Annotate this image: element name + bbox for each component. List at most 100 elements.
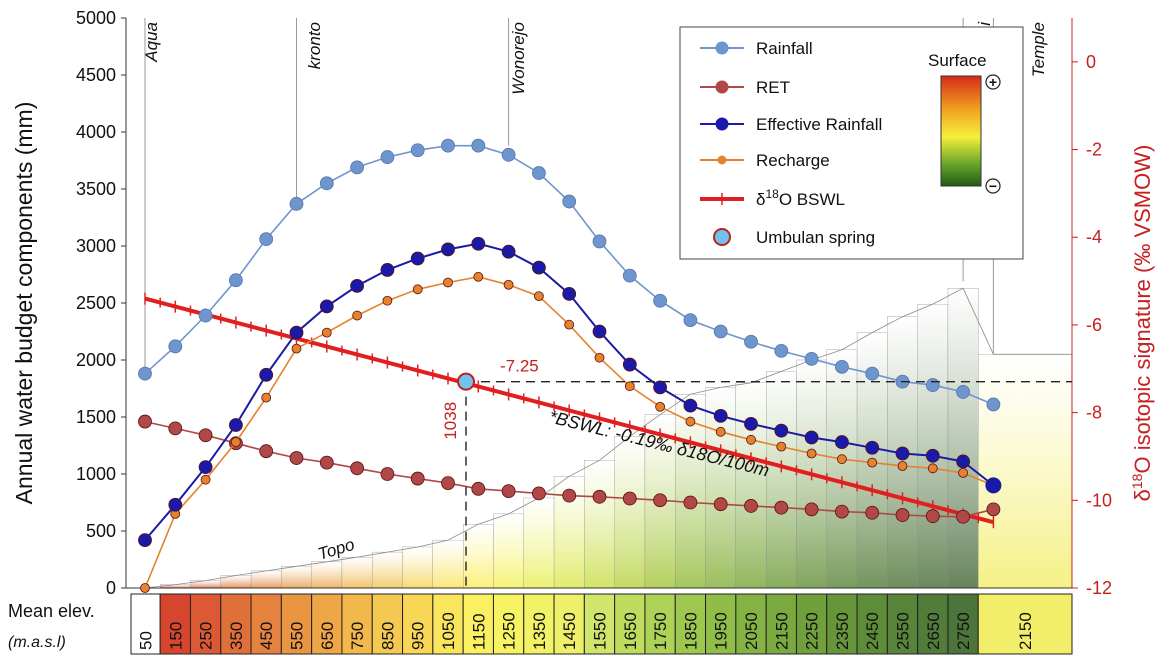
- right-axis-title: δ18O isotopic signature (‰ VSMOW): [1129, 145, 1155, 502]
- surface-legend-title: Surface: [928, 51, 987, 70]
- data-point: [412, 284, 423, 295]
- left-tick-label: 1500: [76, 407, 116, 427]
- elev-cell-label: 950: [409, 622, 428, 650]
- elevation-band: [311, 561, 343, 589]
- elev-cell-label: 150: [166, 622, 185, 650]
- data-point: [291, 343, 302, 354]
- data-point: [259, 367, 274, 382]
- data-point: [259, 232, 274, 247]
- data-point: [471, 481, 486, 496]
- data-point: [261, 392, 272, 403]
- legend-label: Effective Rainfall: [756, 115, 882, 134]
- data-point: [228, 418, 243, 432]
- data-point: [774, 500, 789, 515]
- data-point: [410, 471, 425, 486]
- data-point: [562, 488, 577, 503]
- data-point: [168, 421, 183, 436]
- data-point: [683, 313, 698, 328]
- elev-cell: [311, 593, 343, 655]
- elev-cell: [886, 593, 919, 655]
- data-point: [441, 476, 455, 491]
- elev-cell: [371, 593, 404, 655]
- data-point: [774, 423, 789, 438]
- series-layer: [138, 138, 1002, 593]
- data-point: [289, 451, 304, 465]
- surface-color-bar: [940, 75, 982, 187]
- data-point: [895, 446, 910, 461]
- elev-cell: [492, 593, 525, 655]
- elev-cell: [947, 593, 979, 655]
- data-point: [198, 460, 213, 475]
- minus-sign: −: [989, 178, 997, 194]
- data-point: [925, 448, 940, 463]
- elev-cell-label: 250: [197, 622, 216, 650]
- data-point: [259, 444, 274, 459]
- left-tick-label: 0: [106, 578, 116, 598]
- elev-cell: [614, 593, 646, 655]
- data-point: [532, 486, 546, 501]
- legend-swatch-marker: [715, 117, 729, 131]
- data-point: [746, 434, 756, 445]
- data-point: [622, 357, 637, 372]
- elevation-band: [947, 288, 979, 589]
- left-tick-label: 2000: [76, 350, 116, 370]
- elev-cell: [159, 593, 191, 655]
- data-point: [622, 491, 637, 506]
- elev-cell: [583, 593, 616, 655]
- data-point: [927, 463, 938, 474]
- left-tick-label: 4500: [76, 65, 116, 85]
- data-point: [835, 504, 849, 519]
- data-point: [683, 398, 698, 413]
- data-point: [744, 499, 758, 513]
- elevation-band: [584, 460, 615, 589]
- data-point: [534, 291, 544, 302]
- elevation-band: [341, 557, 373, 589]
- elev-cell-label: 750: [348, 622, 367, 650]
- data-point: [289, 196, 304, 211]
- elev-cell: [977, 593, 1073, 655]
- elev-cell-label: 1050: [439, 612, 458, 650]
- data-point: [986, 397, 1001, 412]
- data-point: [865, 440, 880, 455]
- elev-cell-label: 1550: [591, 612, 610, 650]
- legend: Rainfall RET Effective Rainfall Recharge δ18…: [679, 26, 1024, 260]
- data-point: [744, 334, 758, 349]
- data-point: [473, 271, 484, 282]
- elev-cell-label: 550: [288, 622, 307, 650]
- data-point: [289, 325, 304, 340]
- data-point: [168, 339, 183, 354]
- data-point: [471, 236, 486, 251]
- legend-swatch-marker: [715, 80, 729, 94]
- data-point: [594, 352, 605, 363]
- elev-cell: [250, 593, 282, 655]
- data-point: [653, 493, 667, 508]
- data-point: [715, 426, 726, 437]
- legend-swatch-marker: [717, 155, 727, 165]
- data-point: [138, 366, 152, 381]
- data-point: [744, 416, 758, 431]
- left-tick-label: 500: [86, 521, 116, 541]
- data-point: [532, 260, 546, 275]
- data-point: [956, 385, 970, 399]
- data-point: [562, 286, 577, 301]
- elev-cell: [705, 593, 737, 655]
- elevation-band: [493, 513, 524, 589]
- elevation-band: [826, 349, 858, 589]
- legend-swatch-marker: [715, 41, 729, 55]
- data-point: [321, 327, 332, 338]
- data-point: [198, 428, 213, 443]
- elev-cell-label: 2650: [924, 612, 943, 650]
- data-point: [624, 381, 635, 392]
- data-point: [835, 359, 849, 374]
- elev-cell: [402, 593, 434, 655]
- data-point: [441, 138, 455, 153]
- legend-swatch-marker: [713, 228, 731, 246]
- plus-icon: [985, 74, 1001, 90]
- data-point: [835, 435, 849, 449]
- data-point: [350, 461, 365, 476]
- location-label: Temple: [1029, 22, 1048, 77]
- elevation-row: Mean elev. (m.a.s.l) 50 150 250 350 450 550 650 7…: [8, 593, 1073, 655]
- data-point: [774, 343, 789, 358]
- elevation-bands: [159, 288, 1073, 589]
- data-point: [592, 324, 607, 339]
